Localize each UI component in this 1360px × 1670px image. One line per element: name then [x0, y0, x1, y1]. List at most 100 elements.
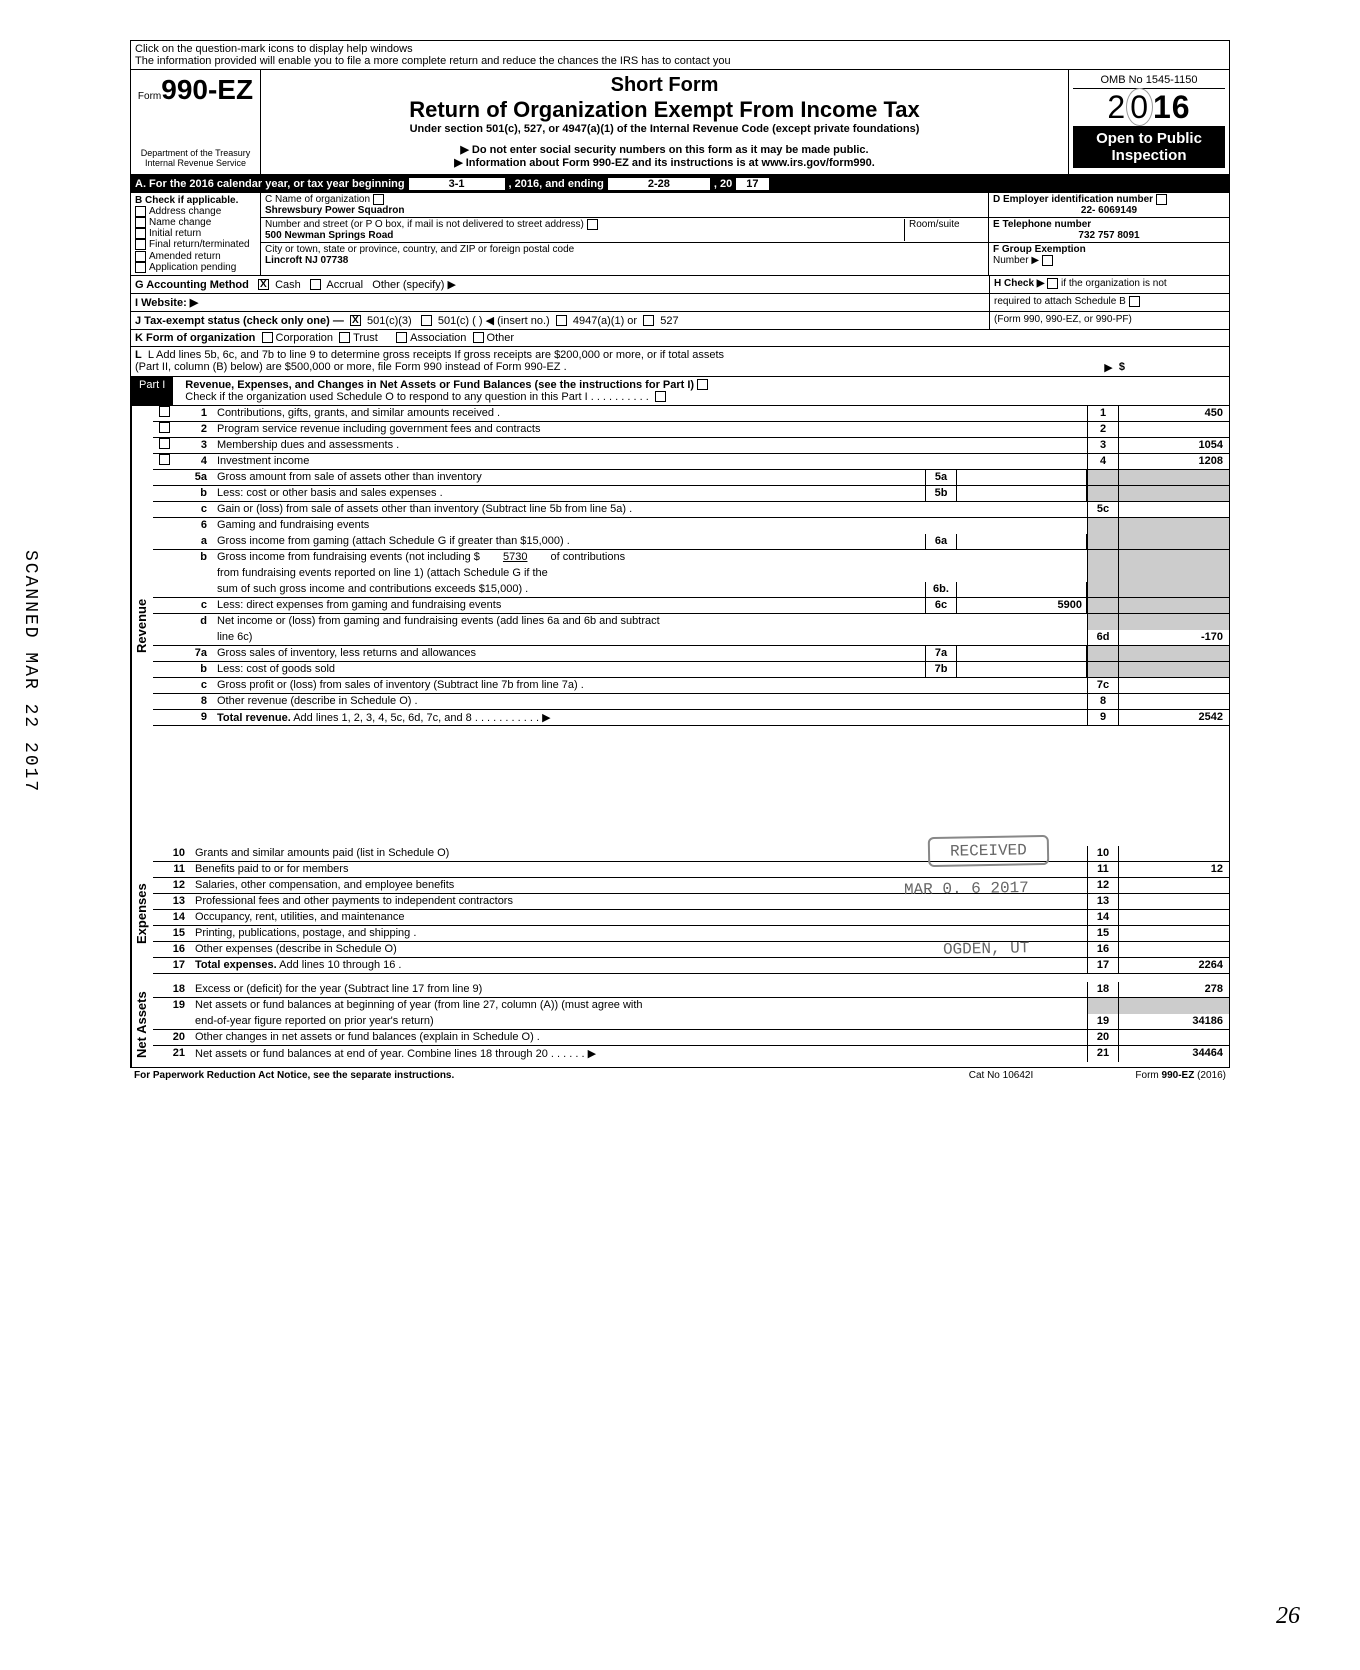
line-6b-desc4: sum of such gross income and contributio…: [213, 582, 925, 597]
org-address: 500 Newman Springs Road: [265, 230, 393, 241]
line-6b-mid: 6b.: [925, 582, 957, 597]
label-address-change: Address change: [149, 206, 221, 217]
label-corp: Corporation: [276, 332, 333, 344]
open-public-1: Open to Public: [1077, 130, 1221, 147]
label-501c3: 501(c)(3): [367, 315, 412, 327]
row-a-suffix: , 20: [714, 178, 732, 190]
netassets-section-label: Net Assets: [131, 982, 153, 1067]
line-16-num: 16: [153, 942, 191, 957]
checkbox-amended[interactable]: [135, 251, 146, 262]
h-text2: required to attach Schedule B: [994, 296, 1126, 307]
line-18-val: 278: [1119, 982, 1229, 997]
checkbox-cash[interactable]: [258, 279, 269, 290]
line-1-val: 450: [1119, 406, 1229, 421]
line-6a-desc: Gross income from gaming (attach Schedul…: [217, 535, 570, 547]
line-7b-num: b: [175, 662, 213, 677]
line-13-rnum: 13: [1087, 894, 1119, 909]
line-16-rnum: 16: [1087, 942, 1119, 957]
line-11-num: 11: [153, 862, 191, 877]
tax-year: 2016: [1073, 89, 1225, 126]
date-stamp: MAR 0. 6 2017: [884, 874, 1049, 903]
page-number: 26: [1276, 1603, 1300, 1630]
line-19-desc1: Net assets or fund balances at beginning…: [191, 998, 1087, 1014]
room-label: Room/suite: [904, 219, 984, 241]
checkbox-name-change[interactable]: [135, 217, 146, 228]
received-stamp: RECEIVED: [928, 835, 1049, 867]
accounting-method-label: G Accounting Method: [135, 279, 249, 291]
checkbox-corp[interactable]: [262, 332, 273, 343]
help-line1: Click on the question-mark icons to disp…: [135, 43, 1225, 55]
group-number: Number ▶: [993, 255, 1039, 266]
line-19-num: 19: [153, 998, 191, 1014]
line-2-num: 2: [175, 422, 213, 437]
line-20-rnum: 20: [1087, 1030, 1119, 1045]
line-3-val: 1054: [1119, 438, 1229, 453]
footer-cat-no: Cat No 10642I: [926, 1070, 1076, 1081]
checkbox-final-return[interactable]: [135, 239, 146, 250]
scanned-stamp: SCANNED MAR 22 2017: [20, 550, 40, 793]
ogden-stamp: OGDEN, UT: [922, 935, 1049, 963]
checkbox-527[interactable]: [643, 315, 654, 326]
label-trust: Trust: [353, 332, 378, 344]
line-3-desc: Membership dues and assessments .: [213, 438, 1087, 453]
checkbox-501c3[interactable]: [350, 315, 361, 326]
line-4-num: 4: [175, 454, 213, 469]
form-prefix: Form: [138, 91, 161, 102]
line-21-desc: Net assets or fund balances at end of ye…: [195, 1048, 548, 1060]
line-17-desc: Add lines 10 through 16 .: [279, 959, 401, 971]
line-19-desc2: end-of-year figure reported on prior yea…: [191, 1014, 1087, 1029]
line-3-rnum: 3: [1087, 438, 1119, 453]
line-7a-desc: Gross sales of inventory, less returns a…: [213, 646, 925, 661]
line-5c-num: c: [175, 502, 213, 517]
line-1-num: 1: [175, 406, 213, 421]
line-12-rnum: 12: [1087, 878, 1119, 893]
line-18-rnum: 18: [1087, 982, 1119, 997]
checkbox-initial-return[interactable]: [135, 228, 146, 239]
line-12-val: [1119, 878, 1229, 893]
line-8-desc: Other revenue (describe in Schedule O) .: [213, 694, 1087, 709]
checkbox-address-change[interactable]: [135, 206, 146, 217]
line-6c-desc: Less: direct expenses from gaming and fu…: [213, 598, 925, 613]
line-7c-desc: Gross profit or (loss) from sales of inv…: [213, 678, 1087, 693]
label-527: 527: [660, 315, 678, 327]
org-city: Lincroft NJ 07738: [265, 255, 348, 266]
line-4-desc: Investment income: [213, 454, 1087, 469]
group-label: F Group Exemption: [993, 244, 1086, 255]
line-17-rnum: 17: [1087, 958, 1119, 973]
open-public-2: Inspection: [1077, 147, 1221, 164]
checkbox-trust[interactable]: [339, 332, 350, 343]
label-name-change: Name change: [149, 217, 211, 228]
part1-check: Check if the organization used Schedule …: [185, 391, 593, 403]
part1-title: Revenue, Expenses, and Changes in Net As…: [185, 379, 694, 391]
line-7b-mid: 7b: [925, 662, 957, 677]
footer-paperwork: For Paperwork Reduction Act Notice, see …: [134, 1070, 926, 1081]
line-16-val: [1119, 942, 1229, 957]
line-10-rnum: 10: [1087, 846, 1119, 861]
under-section: Under section 501(c), 527, or 4947(a)(1)…: [269, 123, 1060, 135]
line-14-num: 14: [153, 910, 191, 925]
checkbox-4947[interactable]: [556, 315, 567, 326]
label-pending: Application pending: [149, 262, 236, 273]
label-assoc: Association: [410, 332, 466, 344]
section-b-label: B Check if applicable.: [135, 195, 256, 206]
line-18-desc: Excess or (deficit) for the year (Subtra…: [191, 982, 1087, 997]
checkbox-accrual[interactable]: [310, 279, 321, 290]
line-4-rnum: 4: [1087, 454, 1119, 469]
checkbox-pending[interactable]: [135, 262, 146, 273]
checkbox-assoc[interactable]: [396, 332, 407, 343]
line-14-val: [1119, 910, 1229, 925]
line-9-val: 2542: [1119, 710, 1229, 725]
info-url: Information about Form 990-EZ and its in…: [466, 157, 875, 169]
line-19-rnum: 19: [1087, 1014, 1119, 1029]
line-3-num: 3: [175, 438, 213, 453]
line-18-num: 18: [153, 982, 191, 997]
line-5b-num: b: [175, 486, 213, 501]
checkbox-other-org[interactable]: [473, 332, 484, 343]
footer-form-ref: Form 990-EZ (2016): [1076, 1070, 1226, 1081]
line-7a-mid: 7a: [925, 646, 957, 661]
line-6c-midval: 5900: [957, 598, 1087, 613]
help-header: Click on the question-mark icons to disp…: [131, 41, 1229, 70]
label-4947: 4947(a)(1) or: [573, 315, 637, 327]
form-header: Form990-EZ Department of the Treasury In…: [131, 70, 1229, 176]
checkbox-501c[interactable]: [421, 315, 432, 326]
